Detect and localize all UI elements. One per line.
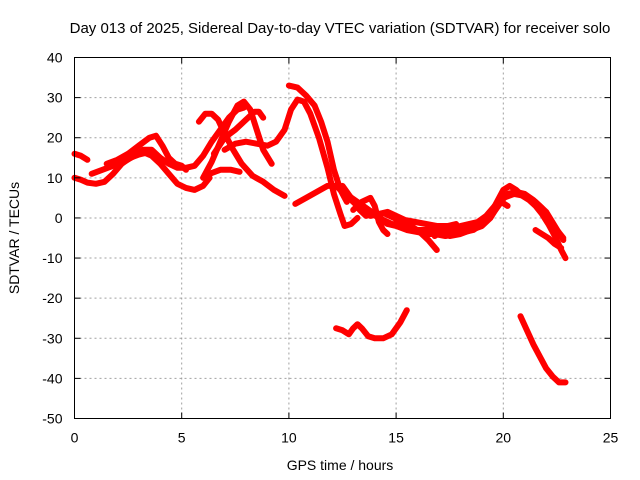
- series-arc-18: [446, 188, 567, 241]
- series-arc-09: [221, 96, 361, 229]
- y-tick-label: 20: [47, 130, 63, 146]
- x-tick-label: 15: [388, 430, 404, 446]
- x-tick-label: 5: [178, 430, 186, 446]
- y-tick-label: 30: [47, 90, 63, 106]
- series-arc-20: [532, 227, 565, 251]
- series-arc-10: [285, 82, 350, 205]
- y-tick-label: -20: [42, 290, 62, 306]
- series-arc-21: [333, 307, 410, 342]
- plot-frame: [74, 57, 611, 419]
- series-arc-04: [103, 132, 189, 173]
- y-tick-label: -30: [42, 330, 62, 346]
- series-arc-08: [206, 166, 243, 177]
- series-arc-07: [210, 108, 267, 157]
- series-arc-22: [517, 313, 569, 386]
- y-tick-label: -40: [42, 370, 62, 386]
- y-tick-label: -50: [42, 411, 62, 427]
- y-axis-label: SDTVAR / TECUs: [6, 182, 22, 294]
- y-tick-label: 40: [47, 50, 63, 66]
- x-tick-label: 10: [281, 430, 297, 446]
- y-tick-label: 10: [47, 170, 63, 186]
- grid: [74, 57, 611, 419]
- x-tick-label: 0: [71, 430, 79, 446]
- x-axis-label: GPS time / hours: [287, 457, 394, 473]
- data-series-group: [71, 82, 569, 386]
- series-arc-05: [195, 110, 288, 199]
- series-arc-16: [393, 182, 569, 262]
- y-tick-label: -10: [42, 250, 62, 266]
- x-tick-label: 20: [496, 430, 512, 446]
- series-arc-02: [71, 150, 91, 163]
- y-tick-label: 0: [55, 210, 63, 226]
- x-tick-label: 25: [603, 430, 619, 446]
- axis-ticks: 0 5 10 15 20 25 -50 -40 -30 -20 -10 0 10 20 30 40: [42, 50, 618, 446]
- series-arc-19: [468, 198, 511, 229]
- series-arc-14: [350, 194, 391, 237]
- chart-title: Day 013 of 2025, Sidereal Day-to-day VTE…: [70, 20, 611, 37]
